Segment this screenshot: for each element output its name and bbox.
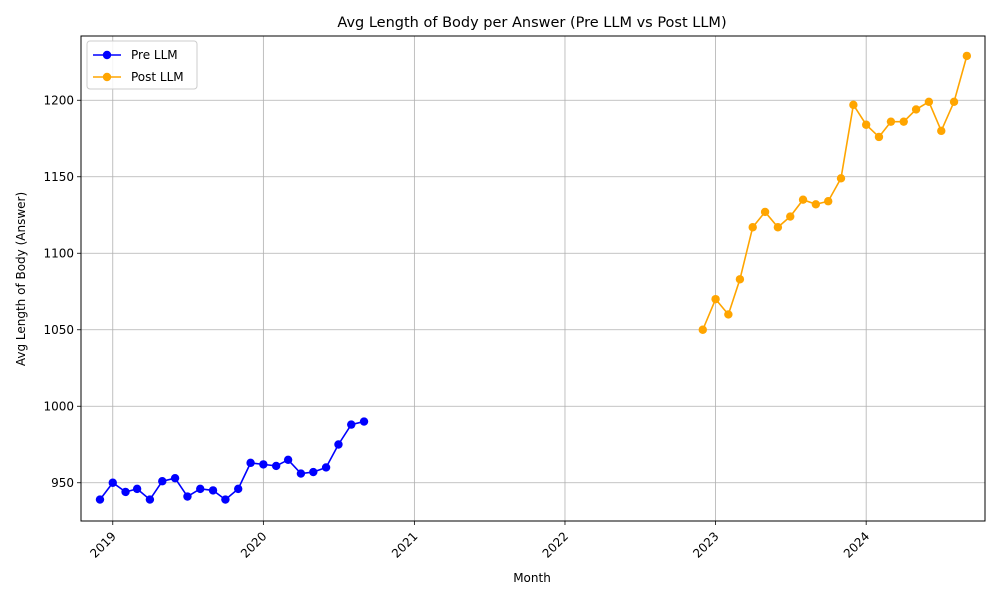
data-point [937,126,946,136]
x-tick-label: 2022 [540,529,571,560]
data-point [108,478,117,487]
x-tick-label: 2021 [389,529,420,560]
data-point [145,495,155,504]
data-point [170,473,180,483]
legend-label: Pre LLM [131,48,178,62]
y-axis-label: Avg Length of Body (Answer) [14,192,28,366]
y-tick-label: 1100 [43,246,74,260]
legend-marker [102,72,112,82]
x-axis: 2019 2020 2021 2022 2023 2024 [87,521,872,561]
data-point [121,487,130,497]
data-point [208,486,218,495]
y-tick-label: 1000 [43,399,74,413]
chart-title: Avg Length of Body per Answer (Pre LLM v… [337,15,726,31]
y-tick-label: 1050 [43,323,74,337]
x-tick-label: 2023 [690,529,721,560]
data-point [949,97,959,106]
series-line [99,420,365,501]
data-point [196,484,205,494]
data-point [233,484,243,494]
data-point [132,484,142,494]
data-point [347,420,356,429]
data-point [874,132,884,142]
data-point [849,100,858,110]
data-point [296,469,306,478]
data-point [95,495,105,504]
y-tick-label: 950 [51,476,74,490]
data-point [962,51,972,61]
data-point [836,174,846,183]
data-point [911,105,921,114]
data-point [309,467,318,477]
data-point [321,463,331,472]
legend-label: Post LLM [131,70,184,84]
data-point [886,117,896,126]
x-tick-label: 2019 [87,529,118,560]
data-point [735,275,745,284]
x-tick-label: 2024 [841,529,872,560]
series-line [702,55,968,331]
data-point [259,460,268,469]
data-point [246,458,255,468]
data-point [283,455,293,465]
data-point [221,495,230,504]
data-point [924,97,934,106]
data-point [724,310,733,319]
data-point [773,223,783,232]
data-point [158,477,167,486]
series-post-llm [698,51,972,334]
data-point [183,492,192,501]
data-point [748,223,757,232]
y-tick-label: 1200 [43,93,74,107]
data-point [271,461,281,471]
data-point [861,120,871,129]
legend: Pre LLM Post LLM [86,40,198,90]
x-axis-label: Month [513,571,551,585]
y-axis: 950 1000 1050 1100 1150 1200 [43,93,81,490]
data-point [798,195,808,204]
data-point [334,440,343,449]
legend-marker [102,50,112,60]
data-point [359,417,369,426]
y-tick-label: 1150 [43,170,74,184]
series-pre-llm [95,417,369,504]
data-point [760,207,770,217]
x-tick-label: 2020 [238,529,269,560]
data-point [786,212,795,221]
data-point [824,197,833,206]
data-point [811,200,821,209]
series-layer [95,51,972,504]
grid [81,36,985,521]
plot-frame [80,35,986,522]
data-point [698,325,707,334]
data-point [899,117,908,126]
data-point [711,294,720,304]
